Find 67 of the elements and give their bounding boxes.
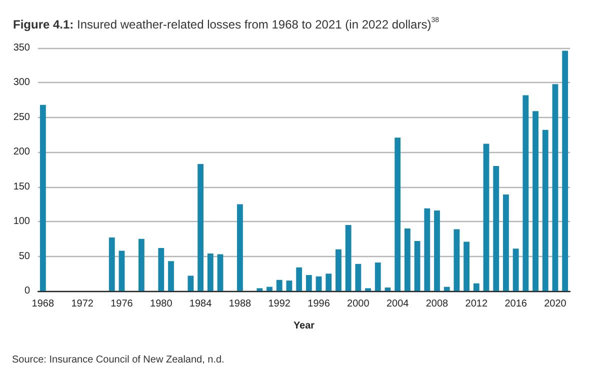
bar: [336, 249, 342, 291]
bar: [345, 225, 352, 291]
y-tick-label: 0: [24, 286, 30, 296]
x-tick-label: 2016: [504, 298, 528, 310]
x-tick-label: 2012: [465, 298, 488, 310]
bar: [532, 111, 538, 291]
bar: [444, 286, 450, 291]
bar: [424, 208, 430, 291]
x-tick-label: 2004: [386, 298, 410, 310]
bar: [483, 144, 490, 291]
x-tick-label: 2000: [347, 298, 370, 310]
bar: [138, 238, 144, 291]
bar: [434, 210, 440, 291]
x-tick-label: 1980: [150, 298, 173, 310]
x-tick-label: 1968: [32, 298, 54, 310]
y-tick-label: 100: [13, 216, 30, 228]
y-tick-label: 150: [13, 181, 30, 192]
bar: [473, 283, 480, 291]
bar: [414, 241, 420, 291]
y-tick-label: 300: [13, 77, 30, 88]
bar: [384, 288, 391, 291]
y-tick-label: 250: [13, 112, 30, 123]
bar: [118, 250, 125, 291]
bar: [464, 242, 470, 291]
y-tick-label: 50: [18, 250, 30, 262]
bar: [256, 288, 263, 291]
x-tick-label: 1992: [268, 298, 291, 310]
bar: [108, 238, 115, 291]
bar: [158, 248, 164, 291]
x-tick-label: 1988: [228, 298, 252, 310]
source-note: Source: Insurance Council of New Zealand, n.d.: [12, 354, 224, 366]
bar: [286, 280, 292, 291]
bar: [326, 274, 332, 291]
bar: [266, 286, 272, 291]
bar: [355, 264, 362, 291]
bar: [503, 194, 509, 291]
bar: [276, 280, 282, 291]
x-tick-label: 2008: [426, 298, 449, 310]
bar: [188, 276, 194, 291]
bar: [198, 164, 204, 291]
bar: [168, 261, 174, 291]
bar: [493, 166, 500, 291]
x-tick-label: 1972: [71, 298, 94, 310]
bar: [404, 228, 410, 291]
bar: [207, 254, 214, 291]
bar: [40, 104, 46, 291]
bar: [374, 262, 381, 291]
bar: [542, 130, 548, 291]
x-axis-title: Year: [293, 320, 315, 332]
bar: [316, 276, 322, 291]
bar: [237, 204, 243, 291]
bar: [394, 138, 401, 291]
bar: [552, 84, 558, 291]
bar: [512, 248, 519, 291]
bar: [562, 50, 568, 291]
bar: [306, 275, 312, 291]
bar: [217, 254, 224, 291]
bar: [365, 288, 371, 291]
bar: [454, 229, 460, 291]
bar: [296, 267, 302, 291]
x-tick-label: 1976: [110, 298, 134, 310]
y-tick-label: 350: [13, 42, 30, 54]
y-tick-label: 200: [13, 146, 30, 158]
x-tick-label: 1984: [189, 298, 212, 310]
x-tick-label: 1996: [308, 298, 330, 310]
bar: [522, 95, 529, 291]
x-tick-label: 2020: [544, 298, 567, 310]
